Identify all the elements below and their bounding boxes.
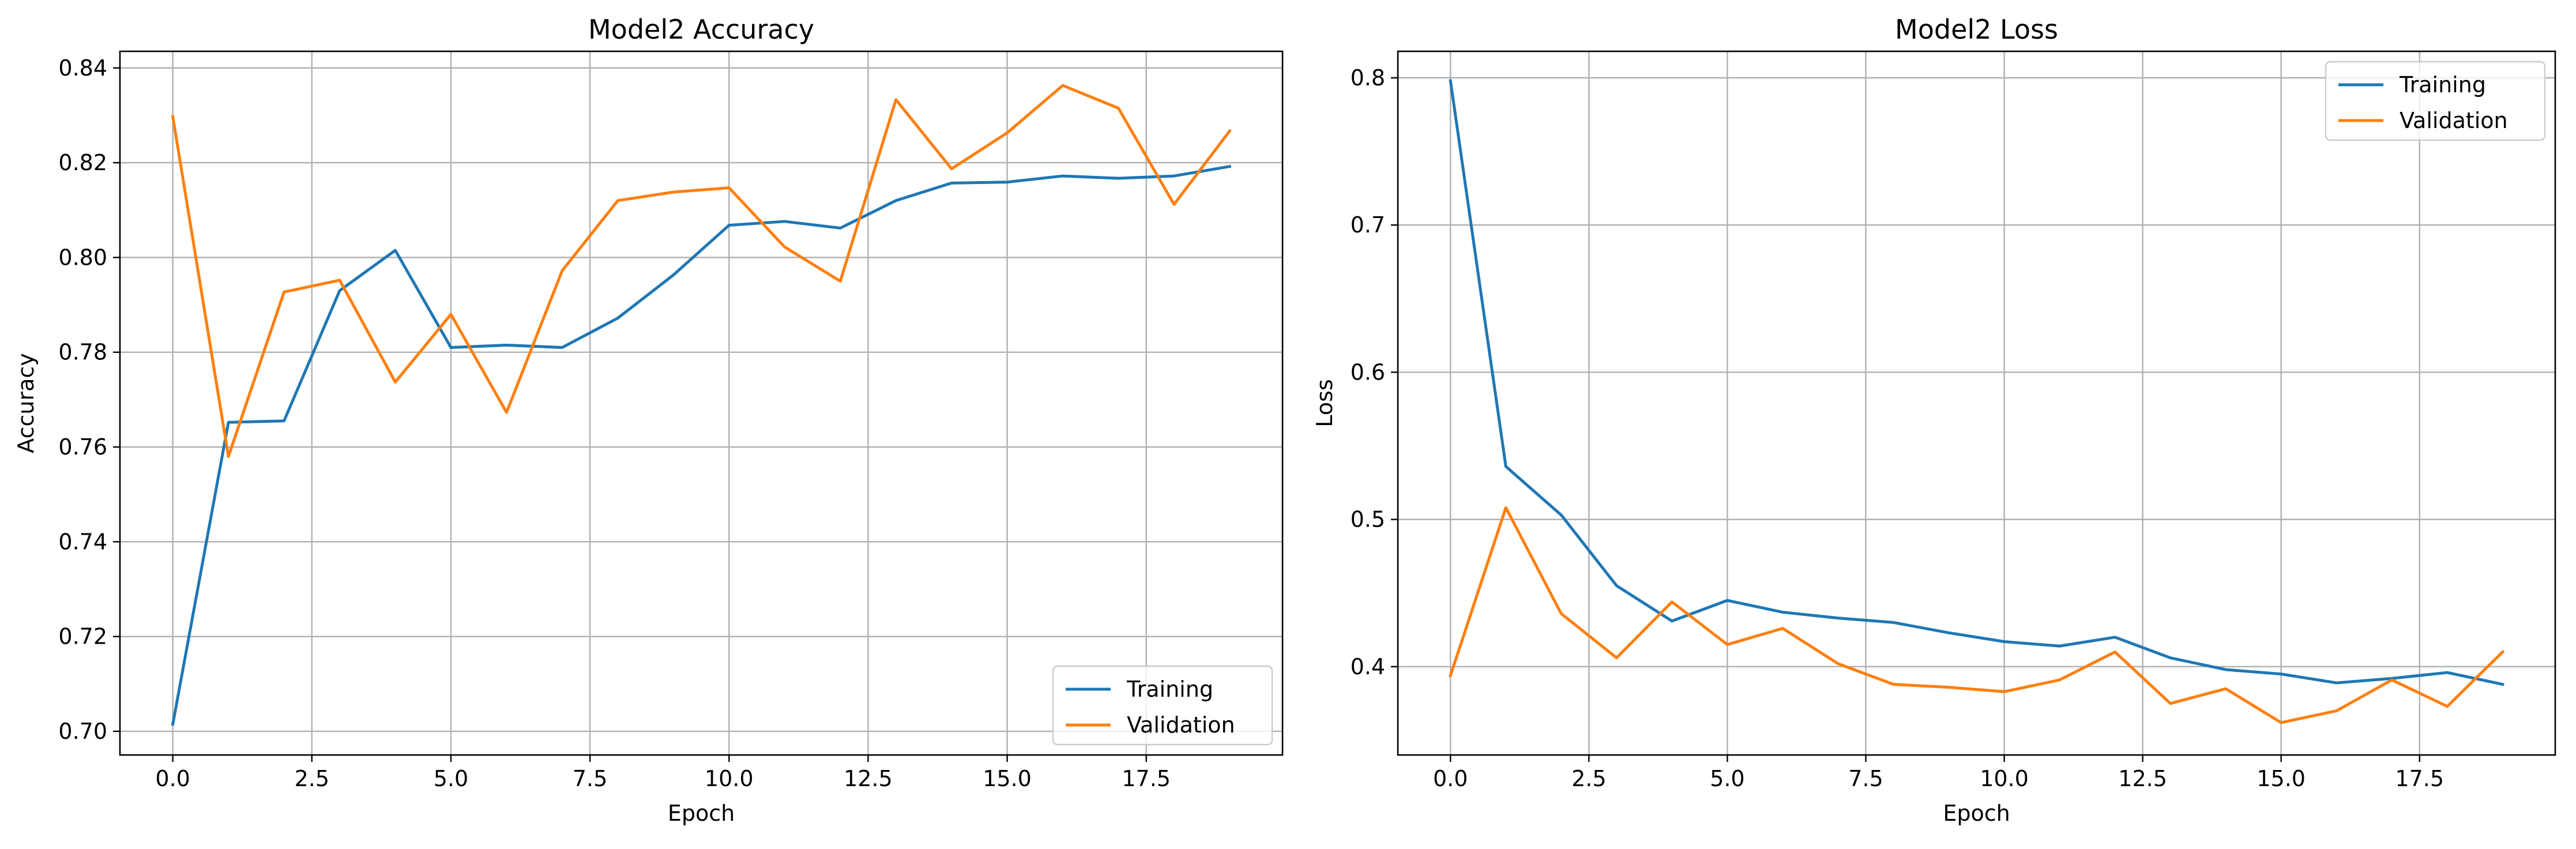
y-tick-label: 0.8: [1351, 65, 1385, 91]
accuracy-grid: [120, 51, 1283, 755]
loss-x-axis-label: Epoch: [1943, 801, 2010, 826]
accuracy-x-axis-label: Epoch: [668, 801, 735, 826]
x-tick-label: 15.0: [2257, 766, 2306, 791]
accuracy-series-validation-line: [171, 84, 1232, 458]
x-tick-label: 12.5: [2118, 766, 2167, 791]
x-tick-label: 17.5: [2395, 766, 2444, 791]
y-tick-label: 0.7: [1351, 212, 1385, 238]
y-tick-label: 0.82: [58, 150, 107, 175]
y-tick-label: 0.74: [58, 529, 107, 554]
x-tick-label: 10.0: [1980, 766, 2029, 791]
loss-series-training-line: [1449, 79, 2504, 686]
x-tick-label: 5.0: [434, 766, 468, 791]
loss-legend: Training Validation: [2325, 61, 2546, 141]
loss-series-validation-line: [1449, 506, 2505, 724]
loss-grid: [1398, 51, 2555, 755]
accuracy-series-training-line: [171, 164, 1232, 726]
y-tick-label: 0.80: [58, 245, 107, 270]
x-tick-label: 2.5: [295, 766, 329, 791]
accuracy-y-axis-label: Accuracy: [13, 353, 39, 453]
accuracy-axes-frame: [119, 50, 1284, 756]
accuracy-chart-title: Model2 Accuracy: [588, 14, 814, 45]
x-tick-label: 0.0: [1433, 766, 1468, 791]
x-tick-label: 2.5: [1571, 766, 1606, 791]
loss-axes-frame: [1397, 50, 2556, 756]
x-tick-label: 7.5: [573, 766, 607, 791]
y-tick-label: 0.6: [1351, 359, 1385, 385]
loss-chart-title: Model2 Loss: [1895, 14, 2058, 45]
x-tick-label: 17.5: [1122, 766, 1171, 791]
legend-label-training: Training: [1126, 677, 1213, 702]
accuracy-legend: Training Validation: [1052, 665, 1273, 746]
loss-chart: 0.0 2.5 5.0 7.5 10.0 12.5 15.0 17.5 0.4 0.5 0.6 0.7…: [1312, 14, 2556, 826]
y-tick-label: 0.72: [58, 624, 107, 649]
legend-label-validation: Validation: [2400, 108, 2508, 133]
legend-label-validation: Validation: [1127, 712, 1235, 738]
y-tick-label: 0.78: [58, 340, 107, 365]
loss-y-axis-label: Loss: [1312, 379, 1337, 427]
x-tick-label: 10.0: [705, 766, 754, 791]
x-tick-label: 5.0: [1710, 766, 1744, 791]
x-tick-label: 15.0: [983, 766, 1032, 791]
y-tick-label: 0.76: [58, 434, 107, 460]
x-tick-label: 7.5: [1848, 766, 1883, 791]
y-tick-label: 0.70: [58, 719, 107, 744]
legend-label-training: Training: [2399, 72, 2486, 97]
x-tick-label: 0.0: [155, 766, 190, 791]
y-tick-label: 0.4: [1351, 654, 1385, 679]
y-tick-label: 0.5: [1351, 507, 1385, 532]
x-tick-label: 12.5: [844, 766, 893, 791]
accuracy-chart: 0.0 2.5 5.0 7.5 10.0 12.5 15.0 17.5 0.70 0.72 0.74…: [13, 14, 1284, 826]
y-tick-label: 0.84: [58, 55, 107, 81]
